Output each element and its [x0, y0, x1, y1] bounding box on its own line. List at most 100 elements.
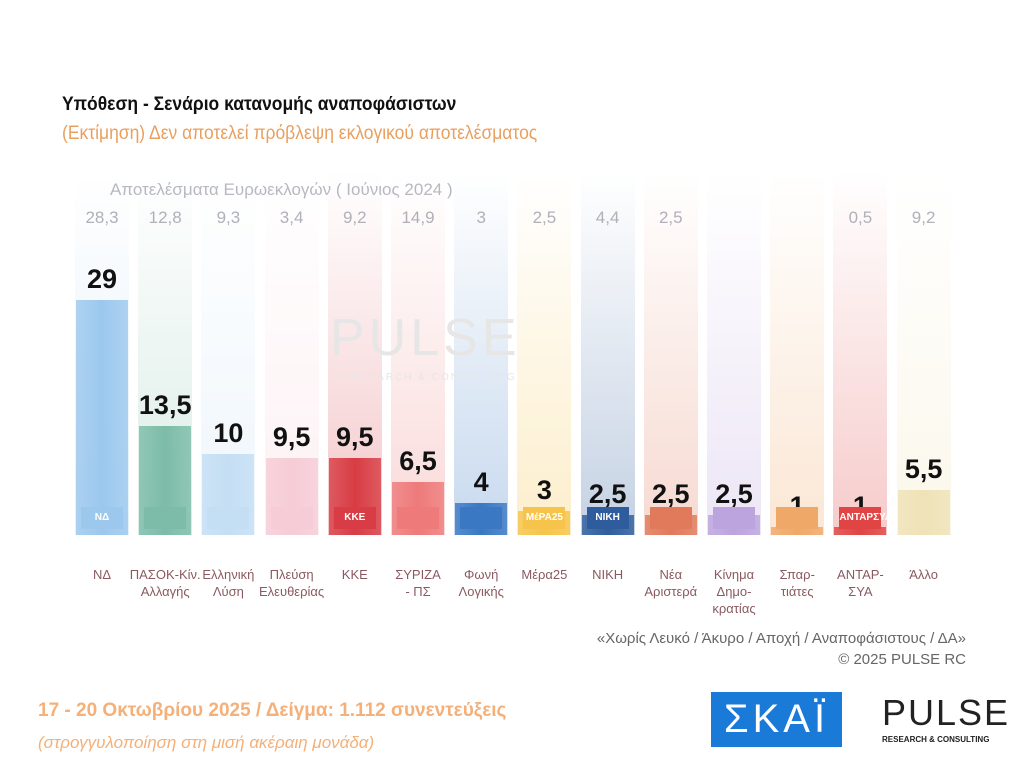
- category-label-line: Λύση: [212, 584, 244, 599]
- chart-subtitle: (Εκτίμηση) Δεν αποτελεί πρόβλεψη εκλογικ…: [62, 123, 538, 144]
- previous-value: 9,2: [342, 208, 367, 227]
- category-label-line: Μέρα25: [521, 567, 568, 582]
- category-label: Φωνή Λογικής: [443, 566, 519, 600]
- rounding-note: (στρογγυλοποίηση στη μισή ακέραιη μονάδα…: [38, 733, 375, 752]
- column-background: [580, 172, 635, 535]
- category-label-line: ΝΔ: [92, 567, 112, 582]
- column-background: [643, 172, 698, 535]
- previous-results-heading: Αποτελέσματα Ευρωεκλογών ( Ιούνιος 2024 …: [110, 180, 453, 199]
- column-background: [454, 172, 509, 535]
- party-logo: [460, 507, 503, 529]
- category-label: ΣΥΡΙΖΑ - ΠΣ: [380, 566, 456, 600]
- category-label-line: ΚΚΕ: [341, 567, 368, 582]
- category-label-line: ΑΝΤΑΡ-: [837, 567, 884, 582]
- bar: [771, 526, 824, 535]
- category-label-line: Λογικής: [458, 584, 504, 599]
- bar: [834, 526, 887, 535]
- category-label-line: Δημο-: [716, 584, 752, 599]
- category-label: Σπαρ-τιάτες: [759, 566, 835, 600]
- category-label-line: Ελευθερίας: [259, 584, 325, 599]
- column-background: [517, 172, 572, 535]
- category-label-line: Φωνή: [464, 567, 499, 582]
- pulse-logo: PULSE: [882, 692, 1011, 733]
- column-background: [391, 172, 445, 535]
- category-label-line: Άλλο: [909, 567, 938, 582]
- category-label-line: ΣΥΡΙΖΑ: [395, 567, 441, 582]
- category-label-line: Ελληνική: [202, 567, 255, 582]
- chart-title: Υπόθεση - Σενάριο κατανομής αναποφάσιστω…: [62, 94, 457, 115]
- previous-value: 14,9: [401, 208, 435, 227]
- pulse-logo-subtitle: RESEARCH & CONSULTING: [882, 735, 990, 744]
- previous-value: 12,8: [148, 208, 182, 227]
- value-label: 5,5: [904, 454, 943, 485]
- column-background: [833, 172, 888, 535]
- column-background: [896, 172, 951, 535]
- copyright: © 2025 PULSE RC: [838, 651, 966, 668]
- value-label: 9,5: [336, 422, 374, 453]
- category-label: ΚΚΕ: [317, 566, 393, 583]
- exclusion-note: «Χωρίς Λευκό / Άκυρο / Αποχή / Αναποφάσι…: [596, 630, 966, 647]
- previous-value: 9,3: [216, 208, 241, 227]
- category-label-line: τιάτες: [780, 584, 814, 599]
- value-label: 2,5: [588, 478, 627, 509]
- date-sample: 17 - 20 Οκτωβρίου 2025 / Δείγμα: 1.112 σ…: [38, 700, 507, 721]
- category-label: Κίνημα Δημο-κρατίας: [696, 566, 772, 617]
- value-label: 2,5: [715, 478, 753, 509]
- skai-logo: ΣΚΑΪ: [711, 692, 842, 747]
- category-label: ΑΝΤΑΡ- ΣΥΑ: [822, 566, 898, 600]
- value-label: 3: [536, 474, 552, 505]
- value-label: 13,5: [138, 389, 192, 420]
- value-label: 6,5: [399, 446, 437, 477]
- watermark-subtitle: RESEARCH & CONSULTING: [342, 372, 517, 383]
- watermark-logo: PULSE: [330, 309, 521, 367]
- previous-value: 0,5: [848, 208, 873, 227]
- category-label: ΝΔ: [64, 566, 140, 583]
- party-logo: [649, 507, 692, 529]
- column-background: [770, 172, 825, 535]
- previous-value: 2,5: [658, 208, 683, 227]
- category-label-line: ΝΙΚΗ: [592, 567, 624, 582]
- category-label-line: Αλλαγής: [140, 584, 190, 599]
- value-label: 9,5: [272, 422, 311, 453]
- column-background: [707, 172, 761, 535]
- category-label: Ελληνική Λύση: [190, 566, 266, 600]
- value-label: 29: [86, 264, 118, 294]
- category-label: Πλεύση Ελευθερίας: [254, 566, 330, 600]
- party-logo: [207, 507, 250, 529]
- value-label: 2,5: [652, 478, 690, 509]
- party-logo: [903, 507, 945, 529]
- party-logo: [776, 507, 819, 529]
- category-label: Νέα Αριστερά: [633, 566, 709, 600]
- party-logo: [397, 507, 439, 529]
- previous-value: 9,2: [911, 208, 936, 227]
- party-logo: ΑΝΤΑΡΣΥΑ: [839, 507, 892, 529]
- category-label-line: Σπαρ-: [779, 567, 815, 582]
- category-label: ΝΙΚΗ: [570, 566, 646, 583]
- party-logo: ΚΚΕ: [333, 507, 376, 529]
- category-label: Μέρα25: [506, 566, 582, 583]
- party-logo: [144, 507, 187, 529]
- party-logo: ΝΙΚΗ: [586, 507, 629, 529]
- party-logo: ΝΔ: [81, 507, 123, 529]
- value-label: 4: [473, 466, 489, 497]
- category-label: ΠΑΣΟΚ-Κίν. Αλλαγής: [127, 566, 203, 600]
- previous-value: 28,3: [85, 208, 119, 227]
- previous-value: 4,4: [595, 208, 620, 227]
- category-label-line: Αριστερά: [644, 584, 698, 599]
- bar: [897, 490, 950, 535]
- value-label: 10: [213, 417, 244, 448]
- party-logo: ΜέΡΑ25: [523, 507, 566, 529]
- category-label-line: ΣΥΑ: [848, 584, 873, 599]
- category-label-line: ΠΑΣΟΚ-Κίν.: [129, 567, 201, 582]
- category-label-line: Νέα: [659, 567, 683, 582]
- previous-value: 3,4: [279, 208, 304, 227]
- category-label-line: κρατίας: [712, 601, 756, 616]
- category-label: Άλλο: [886, 566, 962, 583]
- previous-value: 3: [476, 208, 486, 227]
- previous-value: 2,5: [532, 208, 557, 227]
- category-label-line: - ΠΣ: [405, 584, 431, 599]
- category-label-line: Κίνημα: [713, 567, 755, 582]
- party-logo: [713, 507, 755, 529]
- party-logo: [270, 507, 313, 529]
- bar: [76, 300, 128, 535]
